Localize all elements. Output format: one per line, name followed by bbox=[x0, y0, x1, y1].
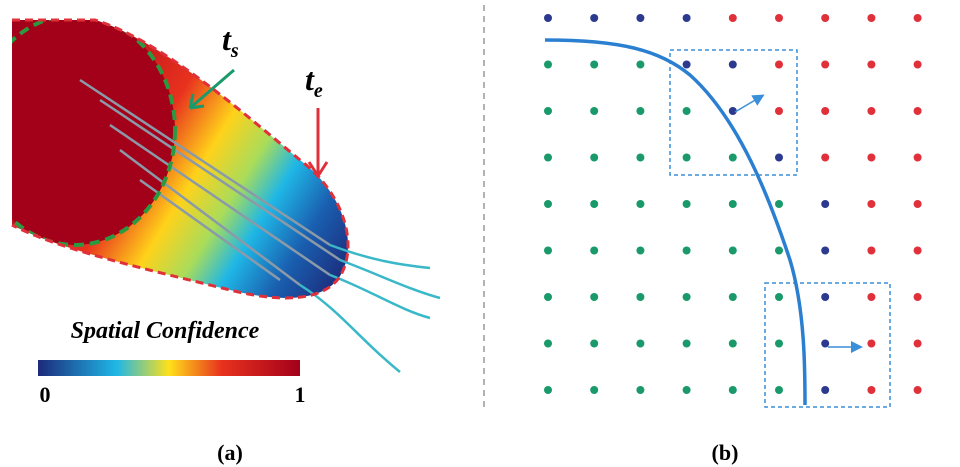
grid-dot bbox=[636, 340, 644, 348]
grid-dot bbox=[683, 200, 691, 208]
grid-dot bbox=[729, 14, 737, 22]
grid-dot bbox=[775, 154, 783, 162]
grid-dot bbox=[544, 200, 552, 208]
grid-dot bbox=[590, 107, 598, 115]
grid-dot bbox=[590, 200, 598, 208]
caption-a: (a) bbox=[217, 440, 243, 465]
grid-dot bbox=[867, 200, 875, 208]
grid-dot bbox=[544, 14, 552, 22]
grid-dot bbox=[590, 340, 598, 348]
grid-dot bbox=[775, 340, 783, 348]
grid-dot bbox=[821, 14, 829, 22]
grid-dot bbox=[590, 14, 598, 22]
grid-dot bbox=[867, 14, 875, 22]
grid-dot bbox=[821, 61, 829, 69]
grid-dot bbox=[821, 154, 829, 162]
panel-b: (b) bbox=[544, 14, 922, 465]
grid-dot bbox=[590, 154, 598, 162]
grid-dot bbox=[914, 247, 922, 255]
grid-dot bbox=[683, 340, 691, 348]
grid-dot bbox=[775, 14, 783, 22]
grid-dot bbox=[544, 61, 552, 69]
colorbar-title: Spatial Confidence bbox=[71, 318, 260, 344]
grid-dot bbox=[590, 386, 598, 394]
grid-dot bbox=[867, 247, 875, 255]
grid-dot bbox=[867, 61, 875, 69]
grid-dot bbox=[914, 386, 922, 394]
grid-dot bbox=[914, 61, 922, 69]
start-label: ts bbox=[222, 21, 239, 62]
grid-dot bbox=[590, 293, 598, 301]
end-label: te bbox=[305, 61, 323, 102]
grid-dot bbox=[914, 340, 922, 348]
grid-dot bbox=[914, 154, 922, 162]
grid-dot bbox=[914, 293, 922, 301]
grid-dot bbox=[683, 293, 691, 301]
grid-dot bbox=[775, 247, 783, 255]
grid-dot bbox=[821, 107, 829, 115]
colorbar-min: 0 bbox=[40, 382, 51, 407]
grid-dot bbox=[867, 340, 875, 348]
grid-dot bbox=[636, 247, 644, 255]
grid-dot bbox=[544, 340, 552, 348]
grid-dot bbox=[636, 14, 644, 22]
grid-dot bbox=[544, 386, 552, 394]
grid-dot bbox=[821, 200, 829, 208]
grid-dot bbox=[683, 61, 691, 69]
grid-dot bbox=[544, 293, 552, 301]
grid-dot bbox=[821, 247, 829, 255]
grid-dot bbox=[914, 14, 922, 22]
grid-dot bbox=[821, 293, 829, 301]
grid-dot bbox=[683, 247, 691, 255]
grid-dot bbox=[636, 386, 644, 394]
colorbar-max: 1 bbox=[295, 382, 306, 407]
figure: ts te Spatial Confidence 0 1 (a) (b) bbox=[0, 0, 960, 467]
grid-dot bbox=[636, 293, 644, 301]
end-label-sub: e bbox=[314, 80, 323, 102]
boundary-curve bbox=[545, 40, 805, 405]
grid-dot bbox=[729, 200, 737, 208]
grid-dot bbox=[729, 247, 737, 255]
grid-dot bbox=[729, 386, 737, 394]
grid-dot bbox=[775, 293, 783, 301]
grid-dot bbox=[590, 61, 598, 69]
grid-dot bbox=[636, 107, 644, 115]
grid-dot bbox=[683, 14, 691, 22]
grid-dot bbox=[544, 107, 552, 115]
grid-dot bbox=[729, 61, 737, 69]
grid-dot bbox=[867, 293, 875, 301]
start-label-sub: s bbox=[230, 40, 239, 62]
grid-dot bbox=[729, 154, 737, 162]
grid-dot bbox=[867, 107, 875, 115]
grid-dot bbox=[636, 61, 644, 69]
colorbar bbox=[38, 360, 300, 376]
grid-dot bbox=[636, 200, 644, 208]
grid-dot bbox=[914, 107, 922, 115]
end-arrow bbox=[309, 108, 327, 176]
grid-dot bbox=[914, 200, 922, 208]
grid-dot bbox=[683, 386, 691, 394]
grid-dot bbox=[821, 386, 829, 394]
panel-a: ts te Spatial Confidence 0 1 (a) bbox=[0, 15, 440, 465]
grid-dot bbox=[729, 340, 737, 348]
grid-dot bbox=[775, 386, 783, 394]
grid-dot bbox=[867, 154, 875, 162]
grid-dot bbox=[590, 247, 598, 255]
grid-dot bbox=[729, 293, 737, 301]
shift-arrow bbox=[735, 96, 762, 112]
grid-dot bbox=[775, 107, 783, 115]
grid-dot bbox=[775, 61, 783, 69]
grid-dot bbox=[683, 154, 691, 162]
grid-dot bbox=[544, 247, 552, 255]
caption-b: (b) bbox=[712, 440, 739, 465]
grid-dot bbox=[683, 107, 691, 115]
grid-dot bbox=[544, 154, 552, 162]
grid-dot bbox=[775, 200, 783, 208]
grid-dot bbox=[867, 386, 875, 394]
grid-dot bbox=[636, 154, 644, 162]
